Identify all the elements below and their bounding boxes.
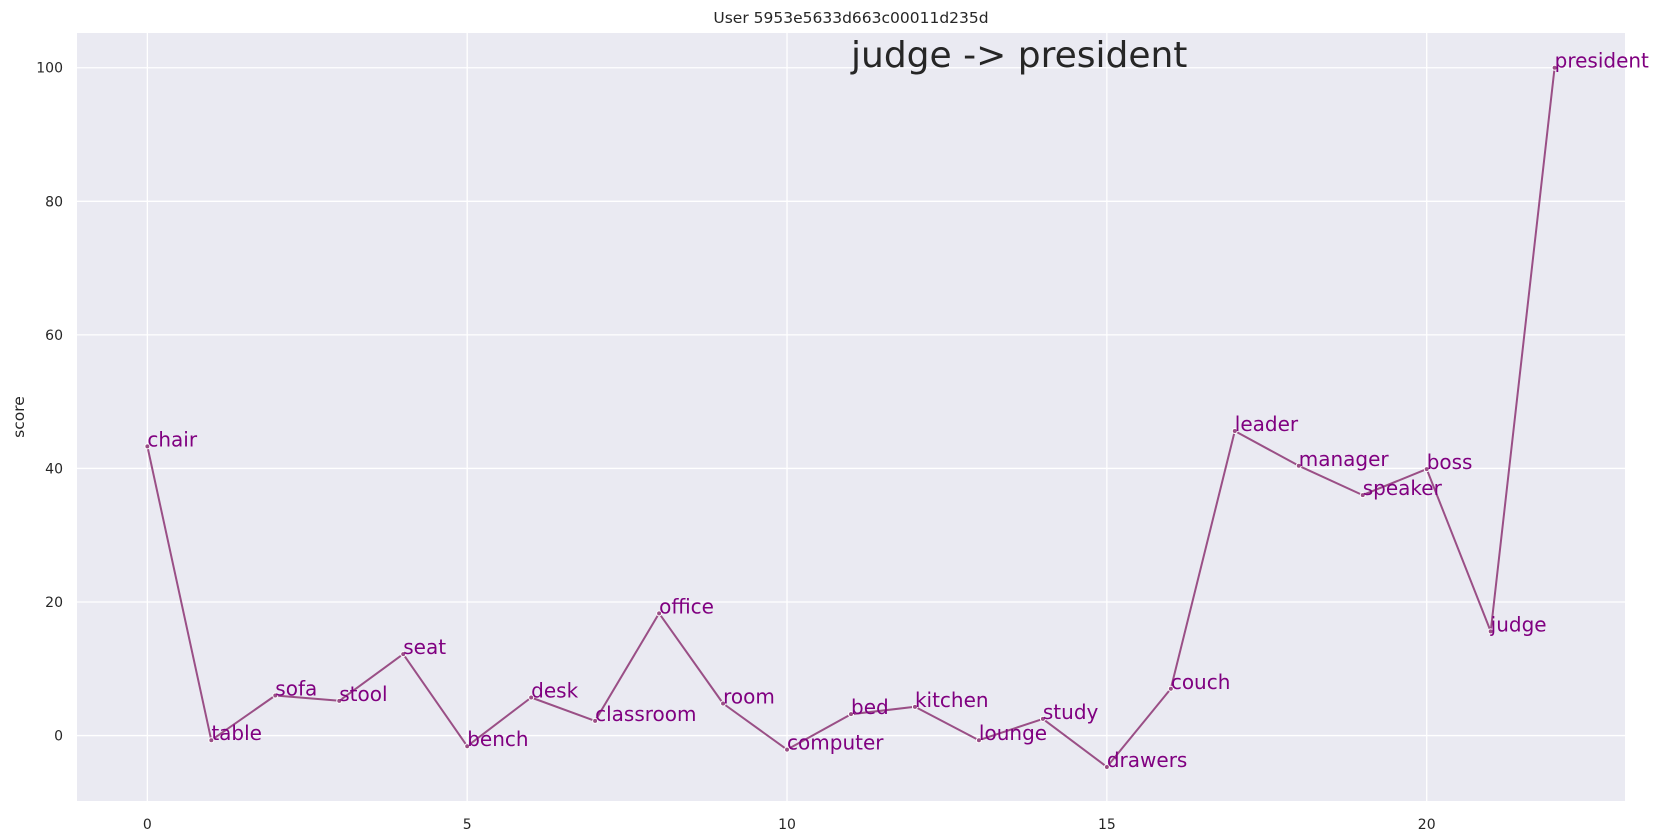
y-tick-label: 60 [45, 328, 63, 344]
data-label: kitchen [915, 688, 989, 712]
chart-annotation: judge -> president [850, 35, 1187, 76]
data-label: lounge [979, 721, 1047, 745]
chart-title: User 5953e5633d663c00011d235d [713, 9, 988, 27]
data-label: computer [787, 731, 884, 755]
data-label: study [1043, 700, 1099, 724]
data-label: bed [851, 695, 889, 719]
data-label: table [211, 721, 262, 745]
data-label: desk [531, 678, 578, 702]
y-tick-label: 40 [45, 461, 63, 477]
x-tick-label: 15 [1098, 817, 1116, 833]
x-tick-label: 5 [463, 817, 472, 833]
data-label: bench [467, 727, 528, 751]
data-label: stool [339, 682, 387, 706]
data-label: classroom [595, 702, 696, 726]
data-label: office [659, 594, 714, 618]
x-tick-label: 10 [778, 817, 796, 833]
y-axis-label: score [10, 396, 28, 438]
data-label: room [723, 684, 775, 708]
data-label: couch [1171, 670, 1231, 694]
data-label: speaker [1363, 476, 1443, 500]
data-label: seat [403, 635, 446, 659]
data-label: chair [147, 427, 197, 451]
y-tick-label: 0 [54, 729, 63, 745]
data-label: sofa [275, 676, 317, 700]
x-tick-label: 20 [1418, 817, 1436, 833]
y-tick-label: 80 [45, 194, 63, 210]
data-label: leader [1235, 412, 1299, 436]
y-tick-label: 20 [45, 595, 63, 611]
data-label: judge [1490, 612, 1547, 636]
y-tick-label: 100 [36, 61, 63, 77]
data-label: president [1555, 49, 1649, 73]
data-label: manager [1299, 447, 1390, 471]
x-tick-label: 0 [143, 817, 152, 833]
data-label: boss [1427, 450, 1473, 474]
data-label: drawers [1107, 748, 1187, 772]
